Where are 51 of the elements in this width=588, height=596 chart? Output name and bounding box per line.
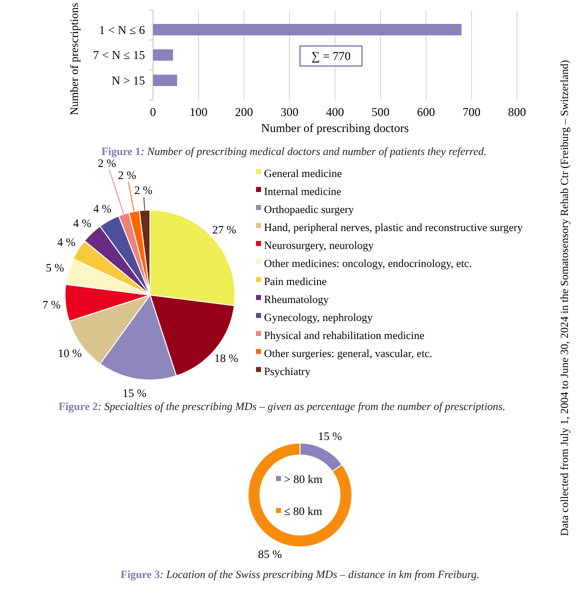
bar [153,24,462,36]
data-label: 2 % [98,158,117,170]
legend-label: Hand, peripheral nerves, plastic and reconstructive surgery [264,222,524,234]
y-tick-label: 7 < N ≤ 15 [92,48,145,62]
legend-label: Neurosurgery, neurology [264,240,374,252]
bar [153,74,178,86]
bar [153,49,174,61]
x-tick-label: 500 [372,105,390,119]
y-tick-label: 1 < N ≤ 6 [98,22,145,37]
x-tick-label: 200 [235,105,253,119]
legend-label: Pain medicine [264,276,327,288]
x-axis-title: Number of prescribing doctors [261,121,410,135]
data-label: 4 % [73,218,92,230]
data-label: 4 % [93,203,112,216]
data-label: 15 % [318,431,342,444]
data-label: 18 % [214,353,239,366]
x-tick-label: 800 [508,105,526,119]
x-tick-label: 100 [190,105,208,119]
data-label: 2 % [134,185,153,198]
legend-label: Other surgeries: general, vascular, etc. [264,348,433,360]
legend-label: > 80 km [284,474,322,486]
x-tick-label: 600 [417,105,435,119]
legend-label: Psychiatry [264,366,311,378]
data-label: 15 % [122,388,147,400]
text: Figure 1: Number of prescribing medical doctors and number of patients they referred. [101,146,487,158]
text: Figure 3: Location of the Swiss prescribing MDs – distance in km from Freiburg. [120,569,480,581]
legend-label: Rheumatology [264,294,330,306]
legend-label: Orthopaedic surgery [264,204,354,216]
legend-label: Internal medicine [264,186,342,198]
data-label: 5 % [46,262,64,274]
y-axis-title: Number of prescriptions [69,2,81,116]
data-label: 27 % [212,224,237,237]
legend-label: Gynecology, nephrology [264,312,374,324]
data-label: 10 % [58,348,82,360]
x-tick-label: 0 [150,105,156,119]
x-tick-label: 300 [280,105,298,119]
legend-label: Physical and rehabilitation medicine [264,330,424,342]
data-label: 2 % [118,170,137,182]
donut-slice [248,442,352,548]
y-tick-label: N > 15 [112,74,145,88]
x-tick-label: 400 [326,105,344,119]
legend-label: ≤ 80 km [284,506,322,518]
text: Figure 2: Specialties of the prescribing MDs – given as percentage from the number of prescriptions. [58,401,506,413]
legend-label: Other medicines: oncology, endocrinology, etc. [264,258,472,270]
x-tick-label: 700 [462,105,480,119]
data-label: 7 % [42,299,61,312]
data-label: 85 % [258,548,282,561]
legend-label: General medicine [264,168,342,180]
text: Data collected from July 1, 2004 to June 30, 2024 in the Somatosensory Rehab Ctr (Freiburg – Switzerland) [559,60,571,536]
annotation: ∑ = 770 [311,49,351,63]
data-label: 4 % [57,236,76,249]
